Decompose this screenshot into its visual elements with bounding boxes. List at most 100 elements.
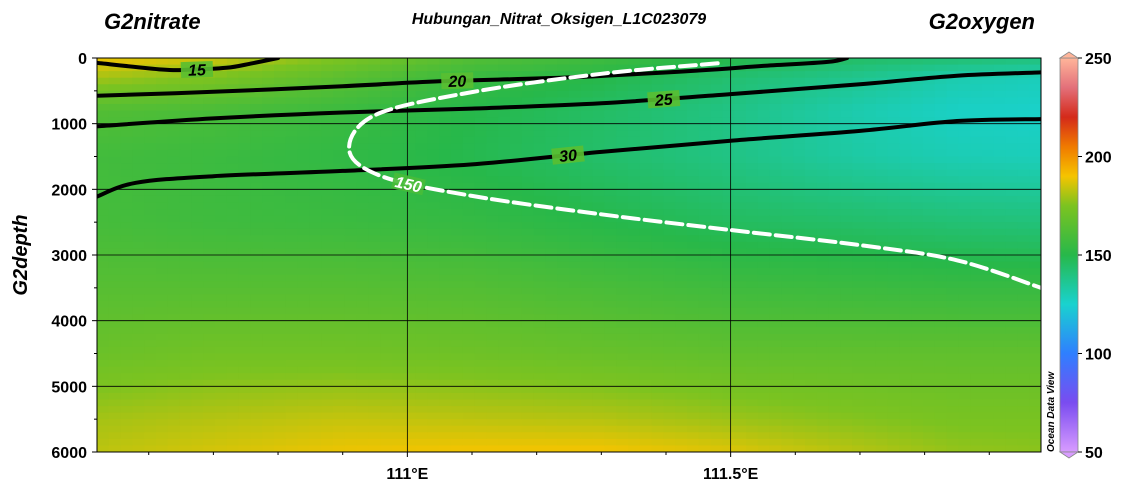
heat-cell xyxy=(899,432,912,440)
heat-cell xyxy=(946,136,959,144)
heat-cell xyxy=(498,425,511,433)
heat-cell xyxy=(675,176,688,184)
heat-cell xyxy=(356,110,369,118)
heat-cell xyxy=(864,77,877,85)
heat-cell xyxy=(698,438,712,447)
heat-cell xyxy=(852,432,865,440)
heat-cell xyxy=(333,333,346,341)
heat-cell xyxy=(250,117,263,125)
heat-cell xyxy=(179,228,192,236)
heat-cell xyxy=(297,77,310,85)
heat-cell xyxy=(415,406,428,414)
heat-cell xyxy=(392,58,405,66)
heat-cell xyxy=(533,71,546,79)
heat-cell xyxy=(746,340,759,348)
heat-cell xyxy=(238,438,251,447)
heat-cell xyxy=(238,392,251,401)
heat-cell xyxy=(545,340,558,348)
heat-cell xyxy=(651,386,664,394)
heat-cell xyxy=(250,360,263,368)
heat-cell xyxy=(663,406,676,414)
heat-cell xyxy=(887,300,900,309)
heat-cell xyxy=(993,287,1007,295)
heat-cell xyxy=(923,432,936,440)
heat-cell xyxy=(132,149,145,158)
heat-cell xyxy=(191,274,204,282)
heat-cell xyxy=(132,241,145,250)
heat-cell xyxy=(356,130,369,138)
heat-cell xyxy=(663,379,676,387)
heat-cell xyxy=(333,117,346,125)
heat-cell xyxy=(309,419,322,427)
heat-cell xyxy=(557,248,570,256)
heat-cell xyxy=(1017,209,1030,217)
heat-cell xyxy=(144,97,157,105)
heat-cell xyxy=(250,287,263,295)
heat-cell xyxy=(651,235,664,243)
heat-cell xyxy=(191,373,204,381)
heat-cell xyxy=(392,222,405,230)
heat-cell xyxy=(852,294,865,302)
heat-cell xyxy=(321,235,334,243)
heat-cell xyxy=(226,215,240,223)
heat-cell xyxy=(144,379,157,387)
heat-cell xyxy=(368,438,381,447)
heat-cell xyxy=(368,307,381,315)
heat-cell xyxy=(840,90,853,98)
heat-cell xyxy=(805,209,818,217)
heat-cell xyxy=(403,320,417,328)
heat-cell xyxy=(875,209,889,217)
heat-cell xyxy=(698,97,712,105)
heat-cell xyxy=(486,333,499,341)
heat-cell xyxy=(663,84,676,92)
heat-cell xyxy=(864,84,877,92)
heat-cell xyxy=(757,438,771,447)
heat-cell xyxy=(675,373,688,381)
heat-cell xyxy=(333,209,346,217)
heat-cell xyxy=(923,425,936,433)
heat-cell xyxy=(734,195,747,204)
heat-cell xyxy=(108,71,122,79)
heat-cell xyxy=(675,360,688,368)
heat-cell xyxy=(651,353,664,361)
heat-cell xyxy=(474,281,487,289)
heat-cell xyxy=(97,97,110,105)
heat-cell xyxy=(769,353,782,361)
heat-cell xyxy=(616,90,629,98)
heat-cell xyxy=(368,314,381,322)
heat-cell xyxy=(982,386,995,394)
heat-cell xyxy=(722,215,735,223)
heat-cell xyxy=(415,103,428,112)
heat-cell xyxy=(415,314,428,322)
heat-cell xyxy=(403,235,417,243)
heat-cell xyxy=(580,202,594,210)
heat-cell xyxy=(179,399,192,407)
heat-cell xyxy=(97,215,110,223)
heat-cell xyxy=(521,255,535,263)
heat-cell xyxy=(757,90,771,98)
heat-cell xyxy=(262,215,275,223)
heat-cell xyxy=(946,399,959,407)
heat-cell xyxy=(344,307,358,315)
heat-cell xyxy=(427,117,440,125)
heat-cell xyxy=(816,287,830,295)
heat-cell xyxy=(781,58,794,66)
heat-cell xyxy=(120,281,133,289)
heat-cell xyxy=(427,373,440,381)
heat-cell xyxy=(616,294,629,302)
heat-cell xyxy=(816,143,830,151)
heat-cell xyxy=(769,248,782,256)
heat-cell xyxy=(734,182,747,190)
heat-cell xyxy=(746,320,759,328)
heat-cell xyxy=(746,327,759,335)
heat-cell xyxy=(179,261,192,269)
heat-cell xyxy=(510,287,523,295)
heat-cell xyxy=(651,215,664,223)
heat-cell xyxy=(403,169,417,177)
heat-cell xyxy=(191,182,204,190)
heat-cell xyxy=(486,412,499,420)
heat-cell xyxy=(510,176,523,184)
heat-cell xyxy=(757,294,771,302)
heat-cell xyxy=(474,307,487,315)
heat-cell xyxy=(203,412,216,420)
